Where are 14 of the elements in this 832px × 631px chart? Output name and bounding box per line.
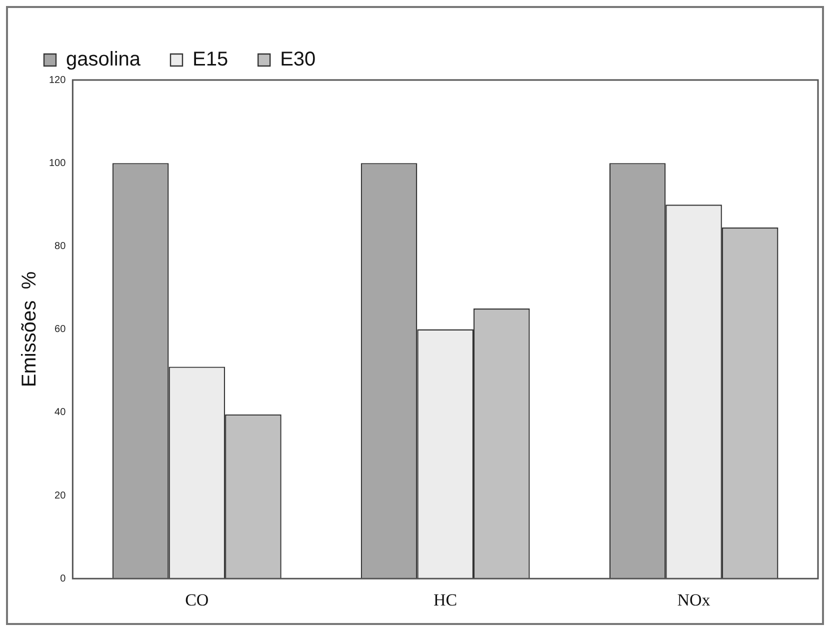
legend-label: E30	[280, 48, 316, 71]
y-tick-label: 80	[54, 240, 66, 252]
y-tick-label: 120	[48, 74, 66, 86]
y-tick-label: 100	[48, 158, 66, 169]
x-tick-label: HC	[434, 590, 458, 610]
legend-label: gasolina	[66, 48, 142, 71]
x-tick-label: NOx	[677, 590, 711, 610]
y-axis-title: Emissões %	[18, 271, 41, 388]
y-tick-label: 0	[60, 573, 66, 584]
y-tick-label: 20	[54, 490, 66, 502]
y-tick-label: 60	[54, 324, 66, 336]
x-tick-label: CO	[185, 590, 209, 610]
legend-label: E15	[192, 48, 228, 71]
y-tick-label: 40	[54, 407, 66, 418]
